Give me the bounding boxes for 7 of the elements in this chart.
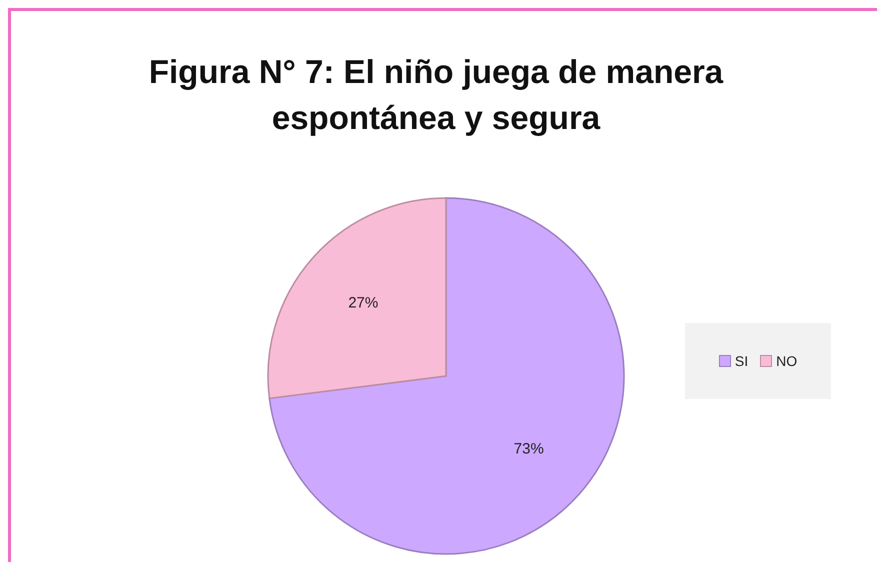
legend-label: SI xyxy=(734,353,748,369)
data-label: 73% xyxy=(514,440,544,458)
chart-title: Figura N° 7: El niño juega de manera espontánea y segura xyxy=(148,52,724,138)
pie-slice xyxy=(267,197,447,400)
data-label: 27% xyxy=(348,294,378,312)
legend-label: NO xyxy=(775,353,798,369)
pie-slice xyxy=(268,197,625,555)
